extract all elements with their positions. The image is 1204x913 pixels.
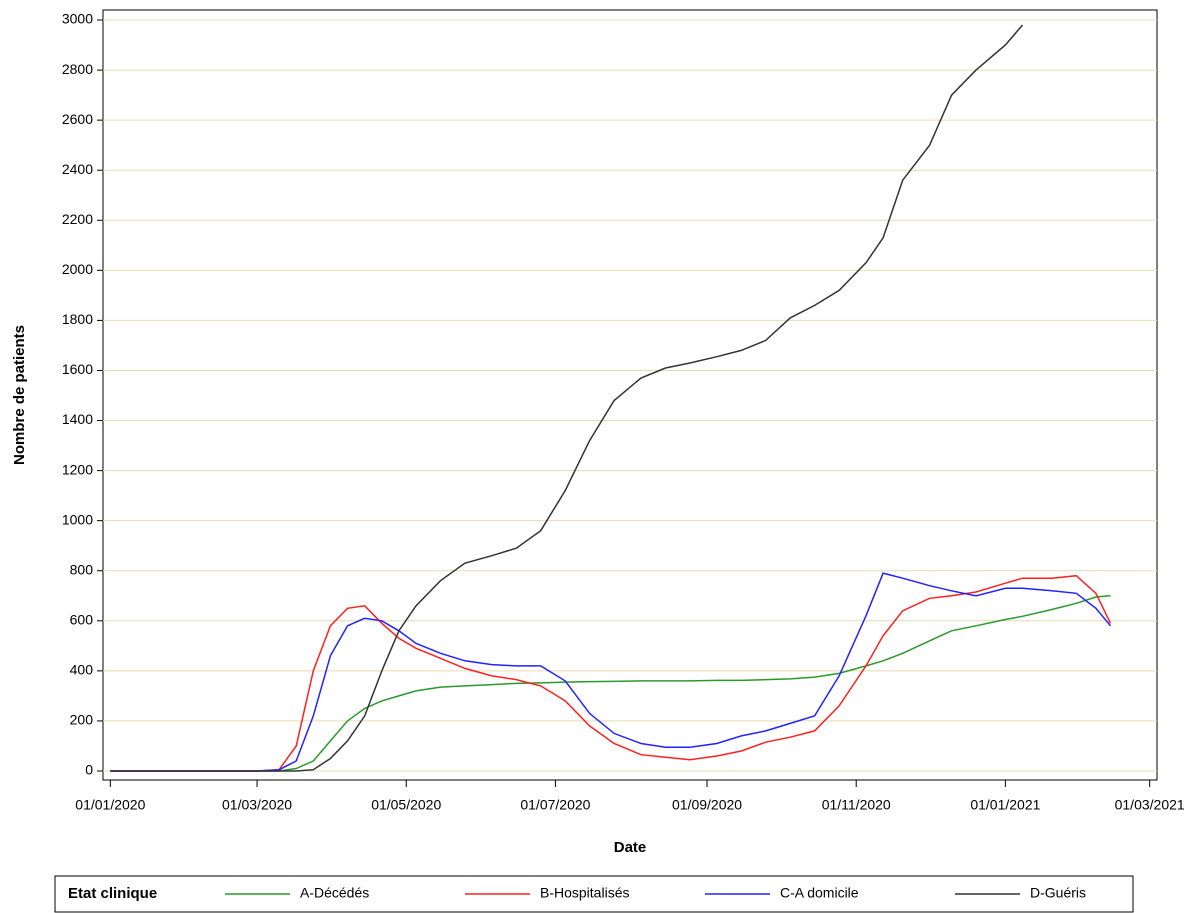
series-line — [110, 595, 1111, 772]
y-tick-label: 600 — [70, 611, 94, 627]
legend-box — [54, 875, 1134, 913]
y-tick-label: 2600 — [62, 111, 93, 127]
series-line — [110, 572, 1112, 772]
y-tick-label: 800 — [70, 561, 94, 577]
y-tick-label: 1800 — [62, 311, 93, 327]
legend-label: B-Hospitalisés — [540, 885, 629, 901]
y-axis-label: Nombre de patients — [11, 325, 28, 465]
x-axis-label: Date — [614, 839, 647, 856]
y-tick-label: 2200 — [62, 211, 93, 227]
series-line — [110, 24, 1024, 772]
y-tick-label: 1400 — [62, 411, 93, 427]
legend-label: C-A domicile — [780, 885, 859, 901]
y-tick-label: 400 — [70, 662, 94, 678]
legend-title: Etat clinique — [68, 885, 157, 902]
y-tick-label: 2000 — [62, 261, 93, 277]
x-tick-label: 01/07/2020 — [520, 797, 590, 813]
y-tick-label: 3000 — [62, 11, 93, 27]
y-tick-label: 200 — [70, 712, 94, 728]
y-tick-label: 2800 — [62, 61, 93, 77]
legend-label: D-Guéris — [1030, 885, 1086, 901]
y-tick-label: 1600 — [62, 361, 93, 377]
x-tick-label: 01/01/2021 — [970, 797, 1040, 813]
x-tick-label: 01/03/2021 — [1115, 797, 1185, 813]
y-tick-label: 2400 — [62, 161, 93, 177]
y-tick-label: 0 — [85, 762, 93, 778]
x-tick-label: 01/05/2020 — [371, 797, 441, 813]
legend-label: A-Décédés — [300, 885, 369, 901]
x-tick-label: 01/01/2020 — [75, 797, 145, 813]
series-line — [110, 574, 1112, 772]
x-tick-label: 01/03/2020 — [222, 797, 292, 813]
y-tick-label: 1000 — [62, 511, 93, 527]
x-tick-label: 01/11/2020 — [822, 797, 891, 813]
y-tick-label: 1200 — [62, 461, 93, 477]
x-tick-label: 01/09/2020 — [672, 797, 742, 813]
plot-frame — [102, 9, 1158, 781]
